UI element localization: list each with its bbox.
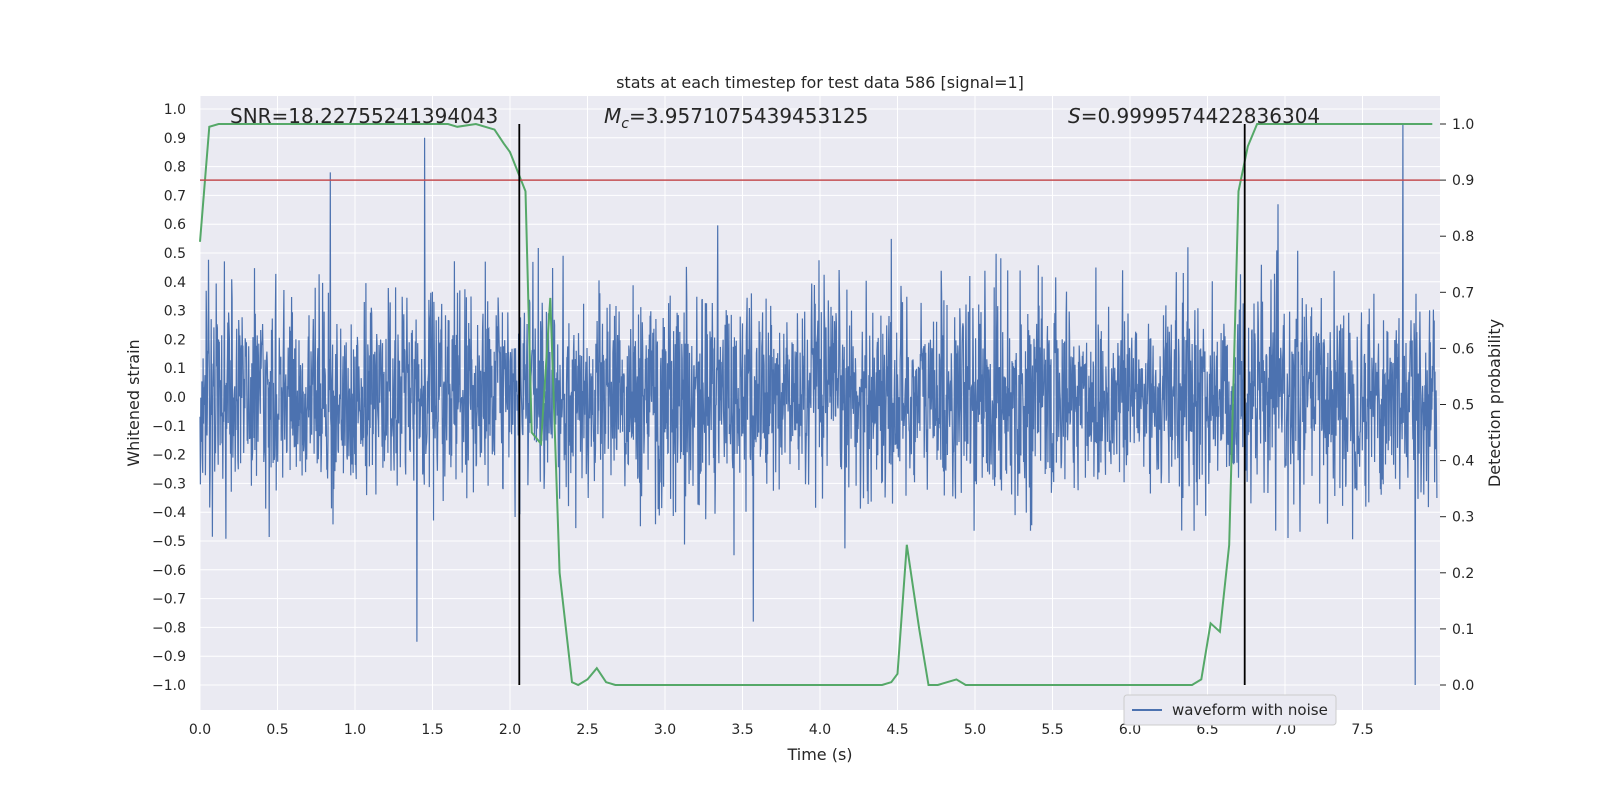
legend: waveform with noise [1123, 694, 1337, 726]
y-right-tick-label: 0.8 [1452, 229, 1474, 245]
x-tick-label: 2.5 [576, 722, 598, 738]
y-right-tick-label: 0.6 [1452, 341, 1474, 357]
y-left-tick-label: −0.6 [152, 563, 186, 579]
y-right-tick-label: 0.1 [1452, 622, 1474, 638]
y-right-tick-label: 0.2 [1452, 566, 1474, 582]
y-left-tick-label: −0.1 [152, 419, 186, 435]
x-tick-label: 7.0 [1274, 722, 1296, 738]
y-left-tick-label: 0.7 [164, 188, 186, 204]
y-left-tick-label: −0.4 [152, 505, 186, 521]
y-left-tick-label: 0.2 [164, 332, 186, 348]
y-left-tick-label: −0.2 [152, 448, 186, 464]
y-left-tick-label: −0.5 [152, 534, 186, 550]
y-right-tick-label: 0.7 [1452, 285, 1474, 301]
y-left-tick-label: 0.6 [164, 217, 186, 233]
y-left-tick-label: −0.7 [152, 592, 186, 608]
x-axis-ticks: 0.0 0.5 1.0 1.5 2.0 2.5 3.0 3.5 4.0 4.5 5.0 5.5 6.0 6… [189, 722, 1374, 738]
y-left-tick-label: −0.3 [152, 476, 186, 492]
probability-line [199, 122, 1433, 687]
y-left-tick-label: 0.5 [164, 246, 186, 262]
x-tick-label: 0.5 [266, 722, 288, 738]
s-symbol: S [1068, 104, 1081, 128]
y-right-axis-label: Detection probability [1485, 319, 1504, 487]
x-tick-label: 4.0 [809, 722, 831, 738]
y-right-tick-label: 0.4 [1452, 454, 1474, 470]
y-left-tick-label: 0.1 [164, 361, 186, 377]
chart-title: stats at each timestep for test data 586… [616, 73, 1024, 92]
y-left-tick-label: 0.0 [164, 390, 186, 406]
s-annotation: S=0.9999574422836304 [1068, 104, 1320, 128]
x-axis-label: Time (s) [786, 745, 852, 764]
x-tick-label: 1.0 [344, 722, 366, 738]
y-right-tick-label: 0.0 [1452, 678, 1474, 694]
mc-annotation: Mc=3.9571075439453125 [604, 104, 868, 132]
x-tick-label: 7.5 [1351, 722, 1373, 738]
y-right-tick-label: 0.5 [1452, 398, 1474, 414]
y-left-tick-label: −0.8 [152, 620, 186, 636]
probability-series [199, 122, 1433, 687]
x-tick-label: 3.5 [731, 722, 753, 738]
y-left-tick-label: 0.9 [164, 131, 186, 147]
x-tick-label: 6.0 [1119, 722, 1141, 738]
x-tick-label: 3.0 [654, 722, 676, 738]
y-left-tick-label: −0.9 [152, 649, 186, 665]
mc-subscript: c [621, 116, 629, 132]
y-left-axis-ticks: 1.0 0.9 0.8 0.7 0.6 0.5 0.4 0.3 0.2 0.1 0.0 −0.1 −0.… [152, 102, 186, 694]
y-left-axis-label: Whitened strain [124, 339, 143, 466]
x-tick-label: 5.0 [964, 722, 986, 738]
waveform-series [199, 123, 1438, 686]
x-tick-label: 2.0 [499, 722, 521, 738]
y-left-tick-label: 1.0 [164, 102, 186, 118]
x-tick-label: 5.5 [1041, 722, 1063, 738]
y-left-tick-label: 0.4 [164, 275, 186, 291]
legend-box [1123, 694, 1337, 726]
y-left-tick-label: 0.8 [164, 160, 186, 176]
y-left-tick-label: 0.3 [164, 304, 186, 320]
s-value: =0.9999574422836304 [1081, 104, 1320, 128]
y-right-tick-label: 0.9 [1452, 173, 1474, 189]
y-right-axis-ticks: 1.0 0.9 0.8 0.7 0.6 0.5 0.4 0.3 0.2 0.1 0.0 [1440, 117, 1474, 694]
y-left-tick-label: −1.0 [152, 678, 186, 694]
y-right-tick-label: 0.3 [1452, 510, 1474, 526]
mc-value: =3.9571075439453125 [629, 104, 868, 128]
x-tick-label: 1.5 [421, 722, 443, 738]
waveform-line [199, 123, 1438, 686]
x-tick-label: 4.5 [886, 722, 908, 738]
x-tick-label: 6.5 [1196, 722, 1218, 738]
mc-symbol: M [604, 104, 621, 128]
y-right-tick-label: 1.0 [1452, 117, 1474, 133]
snr-annotation: SNR=18.22755241394043 [230, 104, 498, 128]
legend-label: waveform with noise [1172, 701, 1328, 719]
overlays [200, 124, 1440, 685]
x-tick-label: 0.0 [189, 722, 211, 738]
